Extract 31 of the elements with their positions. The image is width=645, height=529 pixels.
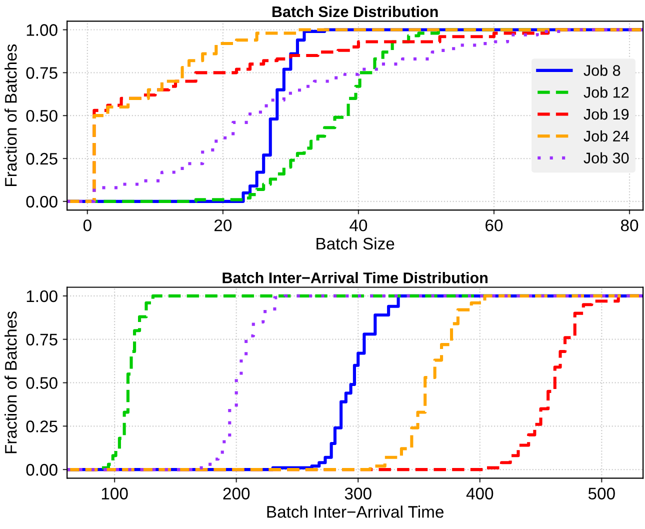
y-axis-title: Fraction of Batches: [4, 312, 17, 454]
y-tick-label: 0.25: [26, 420, 58, 432]
y-tick-label: 1.00: [26, 24, 58, 36]
y-tick-label: 0.00: [26, 464, 58, 476]
x-tick-label: 80: [620, 219, 638, 232]
x-axis-title: Batch Size: [316, 237, 394, 250]
legend-label: Job 19: [584, 108, 629, 120]
x-tick-label: 400: [466, 488, 494, 500]
legend-label: Job 12: [584, 86, 629, 98]
x-tick-label: 100: [102, 488, 128, 500]
x-tick-label: 200: [223, 488, 250, 500]
x-tick-label: 0: [83, 219, 92, 232]
x-axis-title: Batch Inter−Arrival Time: [267, 506, 444, 518]
legend-label: Job 24: [584, 130, 629, 142]
y-tick-label: 0.00: [26, 196, 58, 208]
y-tick-label: 0.50: [26, 110, 58, 122]
x-tick-label: 60: [486, 219, 503, 232]
x-tick-label: 20: [214, 219, 232, 232]
chart-title: Batch Inter−Arrival Time Distribution: [222, 272, 488, 284]
y-tick-label: 0.25: [26, 152, 58, 165]
x-tick-label: 40: [350, 219, 368, 232]
legend-label: Job 8: [584, 64, 620, 76]
y-tick-label: 0.50: [26, 377, 58, 389]
y-axis-title: Fraction of Batches: [4, 44, 17, 186]
chart-title: Batch Size Distribution: [272, 6, 438, 18]
x-tick-label: 300: [344, 488, 372, 500]
y-tick-label: 1.00: [26, 290, 58, 302]
y-tick-label: 0.75: [26, 67, 58, 79]
x-tick-label: 500: [588, 488, 615, 500]
y-tick-label: 0.75: [26, 334, 58, 346]
legend-label: Job 30: [584, 152, 629, 164]
